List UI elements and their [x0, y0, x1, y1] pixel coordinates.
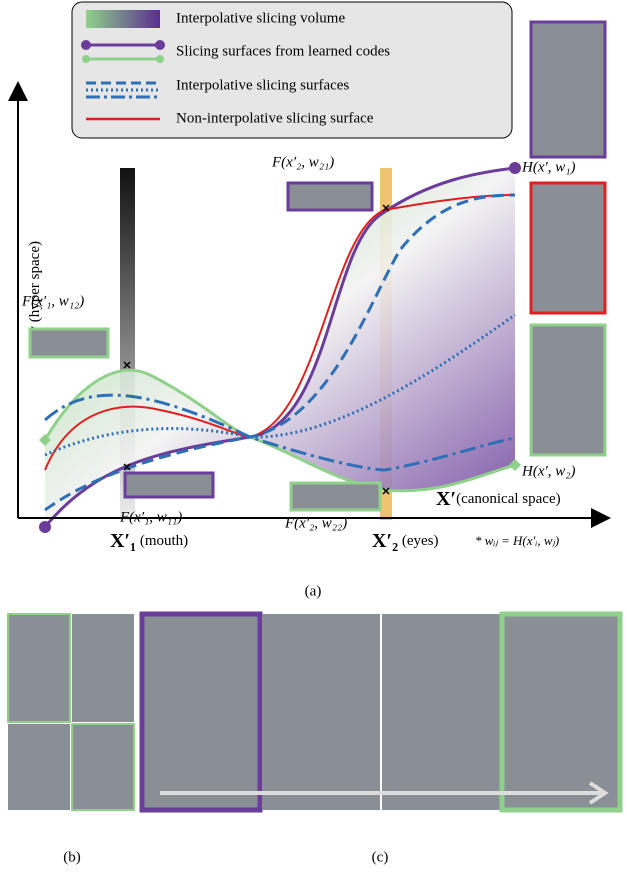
photo [529, 323, 607, 457]
curves [43, 166, 516, 528]
annotation: H(x′, w₂) [521, 463, 575, 479]
y-axis-label: w (hyper space) [24, 241, 44, 339]
photo [8, 724, 70, 810]
photo [262, 614, 380, 810]
legend-text: Slicing surfaces from learned codes [176, 43, 390, 59]
endpoint [39, 434, 51, 446]
caption: (a) [305, 583, 322, 599]
endpoint [509, 162, 521, 174]
annotation: F(x′₁, w₁₁) [119, 509, 182, 525]
legend-text: Interpolative slicing surfaces [176, 77, 349, 93]
legend-text: Interpolative slicing volume [176, 10, 345, 26]
x-marker: X′₁ (mouth) [110, 530, 188, 552]
photo-inset [286, 181, 374, 212]
photo [382, 614, 500, 810]
photo-inset [28, 327, 110, 359]
photo [72, 614, 134, 722]
legend-box [71, 1, 513, 139]
photo [529, 181, 607, 315]
progress-arrow [588, 781, 609, 805]
annotation: F(x′₂, w₂₂) [284, 515, 347, 531]
photo [71, 723, 135, 811]
photo-inset [123, 471, 215, 499]
endpoint [509, 459, 521, 471]
annotation: F(x′₂, w₂₁) [271, 154, 334, 170]
photo [139, 611, 263, 813]
annotation: F(x′₁, w₁₂) [21, 293, 84, 309]
slicing-volume [45, 168, 515, 527]
endpoint [39, 521, 51, 533]
photo [499, 611, 623, 813]
footnote: * wᵢⱼ = H(x′ᵢ, wⱼ) [475, 533, 559, 548]
caption: (c) [372, 849, 389, 865]
annotation: H(x′, w₁) [521, 159, 575, 175]
photo-inset [289, 481, 382, 512]
photo [7, 613, 71, 723]
caption: (b) [63, 849, 81, 865]
cross-marks [123, 204, 390, 495]
x-marker: X′₂ (eyes) [372, 530, 438, 552]
legend-swatch [81, 40, 165, 121]
photo [529, 20, 607, 159]
x-axis-label: X′(canonical space) [436, 488, 561, 510]
legend-text: Non-interpolative slicing surface [176, 110, 374, 126]
legend-swatch [86, 10, 160, 28]
